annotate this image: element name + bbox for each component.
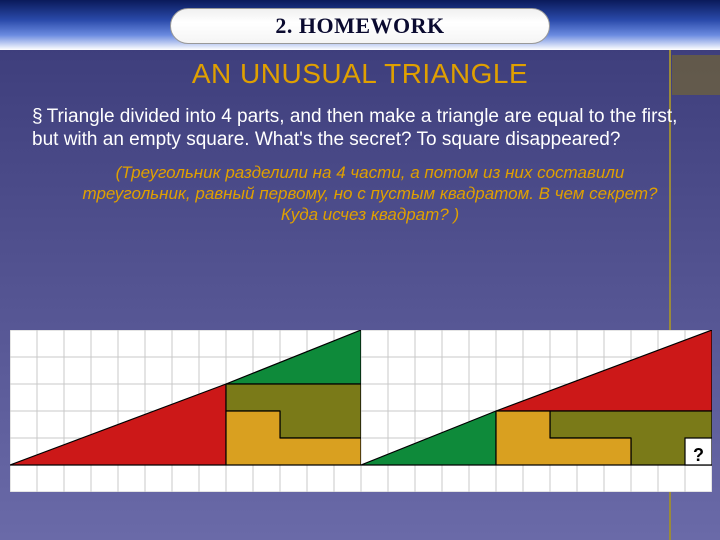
paragraph-english: §Triangle divided into 4 parts, and then… (32, 106, 688, 152)
triangle-diagram-right: ? (361, 330, 712, 492)
triangle-diagram-left (10, 330, 361, 492)
question-mark: ? (693, 445, 704, 465)
paragraph-russian: (Треугольник разделили на 4 части, а пот… (72, 162, 668, 226)
side-bullets: § § (40, 338, 48, 380)
slide-title: AN UNUSUAL TRIANGLE (32, 58, 688, 90)
bullet-icon: § (32, 106, 43, 127)
